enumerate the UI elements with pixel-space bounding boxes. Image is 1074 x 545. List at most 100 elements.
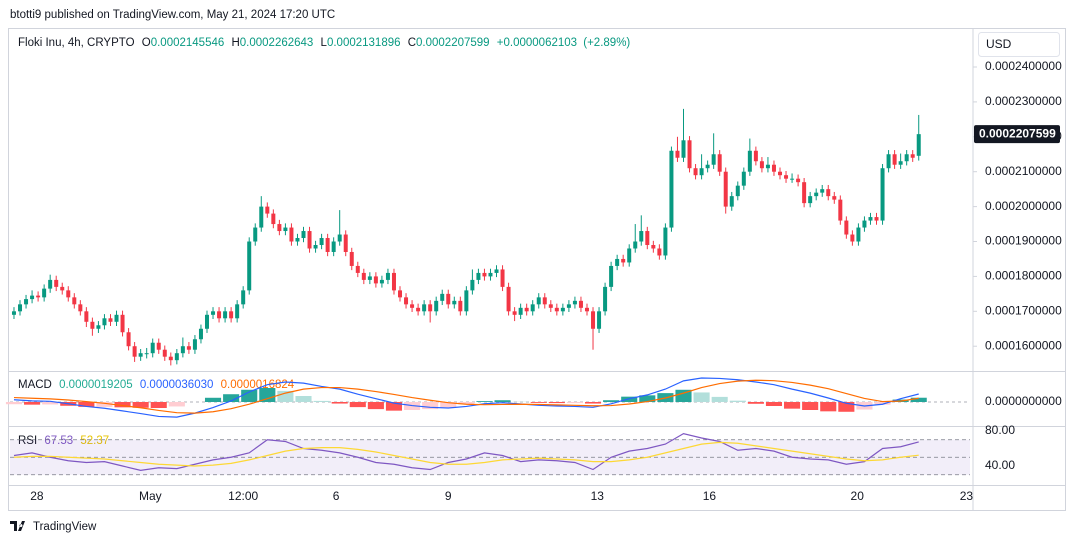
candle-body (150, 342, 155, 354)
candle-body (536, 297, 541, 305)
candle-body (446, 293, 451, 305)
candle-body (470, 279, 475, 291)
y-tick-label: 0.0001600000 (985, 338, 1062, 352)
macd-histogram-bar (295, 396, 312, 402)
candle-body (204, 314, 209, 329)
candle-body (144, 353, 149, 355)
macd-histogram-bar (440, 402, 457, 408)
last-price-label: 0.0002207599 (979, 126, 1056, 140)
candle-body (482, 272, 487, 277)
candle-body (500, 269, 505, 287)
candle-body (301, 231, 306, 239)
candle-body (645, 231, 650, 246)
candle-body (198, 328, 203, 340)
candle-body (440, 293, 445, 301)
candle-body (434, 300, 439, 312)
macd-histogram-bar (693, 392, 710, 402)
candle-body (627, 248, 632, 263)
y-tick-label: 0.0002400000 (985, 59, 1062, 73)
rsi-tick-label: 40.00 (985, 458, 1015, 472)
candle-body (289, 227, 294, 242)
macd-line (13, 379, 919, 414)
candle-body (391, 272, 396, 291)
y-tick-label: 0.0002000000 (985, 199, 1062, 213)
rsi-tick-label: 80.00 (985, 423, 1015, 437)
macd-histogram-bar (150, 402, 167, 408)
y-tick-label: 0.0002300000 (985, 94, 1062, 108)
candle-body (72, 297, 77, 305)
candle-body (693, 168, 698, 176)
logo-text: TradingView (33, 521, 97, 533)
y-tick-label: 0.0001700000 (985, 303, 1062, 317)
candle-body (295, 238, 300, 242)
candle-body (874, 217, 879, 221)
macd-value: 0.0000036030 (140, 379, 214, 391)
candle-body (591, 311, 596, 329)
rsi-line (13, 432, 919, 471)
macd-histogram-bar (530, 402, 547, 403)
candle-body (259, 206, 264, 228)
candle-body (784, 175, 789, 179)
candle-body (675, 150, 680, 158)
candle-body (126, 332, 131, 347)
candle-body (235, 304, 240, 319)
candle-body (808, 196, 813, 204)
candle-body (814, 192, 819, 197)
candle-body (621, 258, 626, 263)
candle-body (66, 290, 71, 298)
candle-body (78, 304, 83, 312)
candle-body (180, 346, 185, 354)
candle-body (615, 258, 620, 266)
candle-body (838, 199, 843, 221)
ohlc-value: 0.0002207599 (416, 37, 490, 49)
macd-legend: MACD 0.0000019205 0.0000036030 0.0000016… (18, 379, 295, 391)
macd-histogram-bar (566, 402, 583, 404)
candle-body (542, 297, 547, 305)
candle-body (512, 311, 517, 315)
macd-histogram-bar (313, 400, 330, 402)
candle-body (560, 307, 565, 312)
candle-body (633, 241, 638, 249)
macd-histogram-bar (874, 402, 891, 405)
candle-body (506, 286, 511, 312)
candle-body (910, 154, 915, 158)
candle-body (458, 300, 463, 312)
macd-line (13, 377, 919, 418)
candle-body (844, 220, 849, 235)
macd-histogram-bar (223, 394, 240, 402)
currency-box[interactable] (978, 32, 1060, 57)
ohlc-legend: Floki Inu, 4h, CRYPTO O0.0002145546 H0.0… (18, 37, 630, 49)
macd-histogram-bar (476, 401, 493, 402)
candle-body (398, 290, 403, 298)
candle-body (639, 231, 644, 242)
macd-histogram-bar (24, 402, 41, 405)
macd-title: MACD (18, 379, 52, 391)
macd-histogram-bar (168, 402, 185, 407)
candle-body (892, 154, 897, 165)
rsi-title: RSI (18, 435, 37, 447)
macd-histogram-bar (729, 400, 746, 402)
candle-body (765, 164, 770, 169)
candle-body (331, 241, 336, 252)
tradingview-logo: TradingView (10, 521, 97, 533)
candle-body (790, 178, 795, 180)
candle-body (156, 342, 161, 350)
ohlc-value: 0.0002262643 (240, 37, 314, 49)
candle-body (717, 154, 722, 172)
candle-body (464, 290, 469, 312)
candle-body (886, 154, 891, 169)
candle-body (771, 164, 776, 172)
ohlc-value: 0.0002131896 (327, 37, 401, 49)
candle-body (343, 234, 348, 252)
macd-histogram-bar (747, 402, 764, 404)
macd-histogram-bar (838, 402, 855, 412)
candle-body (729, 196, 734, 207)
macd-histogram-bar (422, 402, 439, 410)
candle-body (192, 339, 197, 350)
candle-body (609, 265, 614, 287)
candle-body (572, 300, 577, 305)
candle-body (657, 248, 662, 256)
macd-histogram-bar (132, 402, 149, 408)
candle-body (681, 140, 686, 158)
candle-body (361, 272, 366, 280)
